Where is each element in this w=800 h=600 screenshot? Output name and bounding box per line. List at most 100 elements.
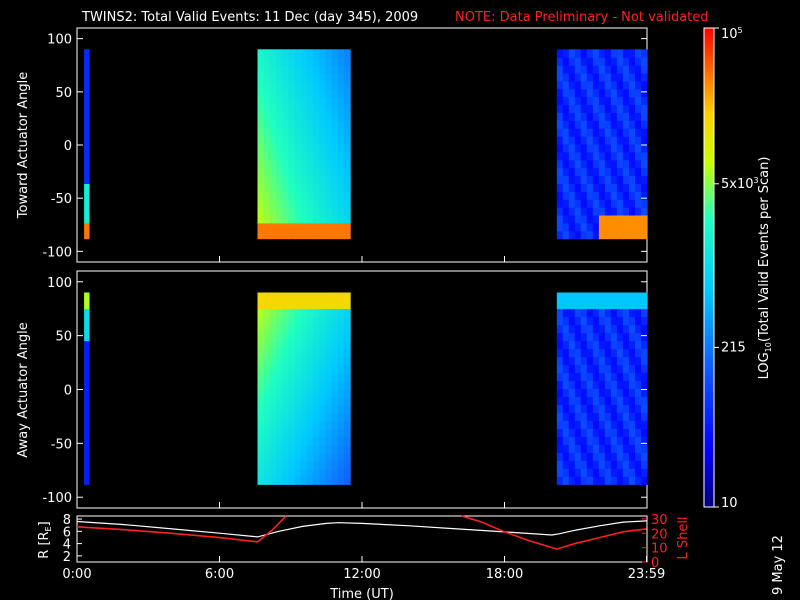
heatmap-cell	[622, 167, 630, 177]
heatmap-cell	[574, 143, 582, 153]
heatmap-cell	[86, 316, 90, 326]
heatmap-cell	[294, 159, 302, 169]
heatmap-cell	[300, 57, 308, 66]
heatmap-cell	[257, 460, 265, 469]
heatmap-cell	[288, 300, 296, 310]
chart-title: TWINS2: Total Valid Events: 11 Dec (day …	[81, 10, 418, 25]
heatmap-cell	[343, 420, 351, 429]
heatmap-cell	[269, 65, 277, 74]
heatmap-cell	[325, 316, 333, 326]
heatmap-cell	[325, 364, 333, 374]
heatmap-cell	[574, 175, 582, 184]
heatmap-cell	[331, 65, 339, 74]
heatmap-cell	[269, 364, 277, 374]
heatmap-cell	[257, 72, 265, 82]
heatmap-cell	[86, 340, 90, 350]
heatmap-cell	[269, 96, 277, 106]
heatmap-cell	[325, 167, 333, 177]
heatmap-cell	[610, 230, 618, 240]
heatmap-cell	[263, 65, 271, 74]
heatmap-cell	[598, 159, 606, 169]
heatmap-cell	[610, 404, 618, 413]
heatmap-cell	[343, 340, 351, 350]
heatmap-cell	[313, 380, 320, 389]
heatmap-cell	[598, 214, 606, 224]
heatmap-cell	[269, 199, 277, 208]
heatmap-cell	[263, 428, 271, 437]
heatmap-cell	[300, 428, 308, 437]
heatmap-cell	[586, 316, 594, 326]
heatmap-cell	[337, 167, 345, 177]
heatmap-cell	[616, 372, 624, 381]
heatmap-cell	[598, 49, 606, 58]
heatmap-cell	[288, 460, 296, 469]
heatmap-cell	[556, 72, 564, 82]
heatmap-cell	[84, 88, 88, 98]
heatmap-cell	[288, 136, 296, 145]
heatmap-cell	[294, 356, 302, 366]
heatmap-cell	[616, 308, 624, 318]
heatmap-cell	[635, 476, 642, 485]
heatmap-cell	[282, 364, 289, 374]
heatmap-cell	[300, 452, 308, 461]
heatmap-cell	[562, 348, 570, 358]
heatmap-cell	[562, 340, 570, 350]
heatmap-cell	[276, 396, 283, 405]
heatmap-cell	[337, 112, 345, 121]
heatmap-cell	[343, 316, 351, 326]
heatmap-cell	[586, 167, 594, 177]
heatmap-cell	[556, 120, 564, 129]
heatmap-cell	[294, 372, 302, 381]
heatmap-cell	[592, 175, 600, 184]
heatmap-cell	[84, 460, 88, 469]
heatmap-cell	[319, 364, 327, 374]
heatmap-cell	[331, 404, 339, 413]
heatmap-cell	[586, 57, 594, 66]
y-tick-label: 0	[64, 384, 72, 399]
heatmap-cell	[313, 332, 320, 342]
heatmap-cell	[598, 183, 606, 192]
heatmap-cell	[263, 292, 271, 302]
heatmap-cell	[86, 128, 90, 137]
heatmap-cell	[616, 340, 624, 350]
heatmap-cell	[294, 175, 302, 184]
heatmap-cell	[592, 167, 600, 177]
heatmap-cell	[263, 348, 271, 358]
heatmap-cell	[84, 468, 88, 477]
heatmap-cell	[276, 159, 283, 169]
heatmap-cell	[556, 412, 564, 421]
heatmap-cell	[598, 468, 606, 477]
heatmap-cell	[562, 207, 570, 216]
heatmap-cell	[574, 476, 582, 485]
heatmap-cell	[580, 191, 588, 200]
heatmap-cell	[635, 159, 642, 169]
heatmap-cell	[580, 428, 588, 437]
heatmap-cell	[580, 88, 588, 98]
heatmap-cell	[616, 230, 624, 240]
heatmap-cell	[622, 388, 630, 397]
heatmap-cell	[556, 292, 564, 302]
heatmap-cell	[313, 159, 320, 169]
heatmap-cell	[269, 332, 277, 342]
heatmap-cell	[337, 396, 345, 405]
heatmap-cell	[604, 65, 612, 74]
heatmap-cell	[562, 143, 570, 153]
heatmap-cell	[276, 191, 283, 200]
heatmap-cell	[574, 49, 582, 58]
heatmap-cell	[313, 120, 320, 129]
heatmap-cell	[86, 207, 90, 216]
heatmap-cell	[598, 222, 606, 232]
heatmap-cell	[288, 80, 296, 90]
heatmap-cell	[306, 88, 314, 98]
heatmap-cell	[282, 49, 289, 58]
colorbar-tick-label: 5x103	[721, 176, 759, 192]
heatmap-cell	[580, 230, 588, 240]
heatmap-cell	[276, 292, 283, 302]
heatmap-cell	[325, 300, 333, 310]
heatmap-cell	[592, 380, 600, 389]
heatmap-cell	[562, 308, 570, 318]
colorbar-tick-label: 215	[721, 340, 746, 355]
heatmap-cell	[337, 222, 345, 232]
heatmap-cell	[325, 324, 333, 334]
